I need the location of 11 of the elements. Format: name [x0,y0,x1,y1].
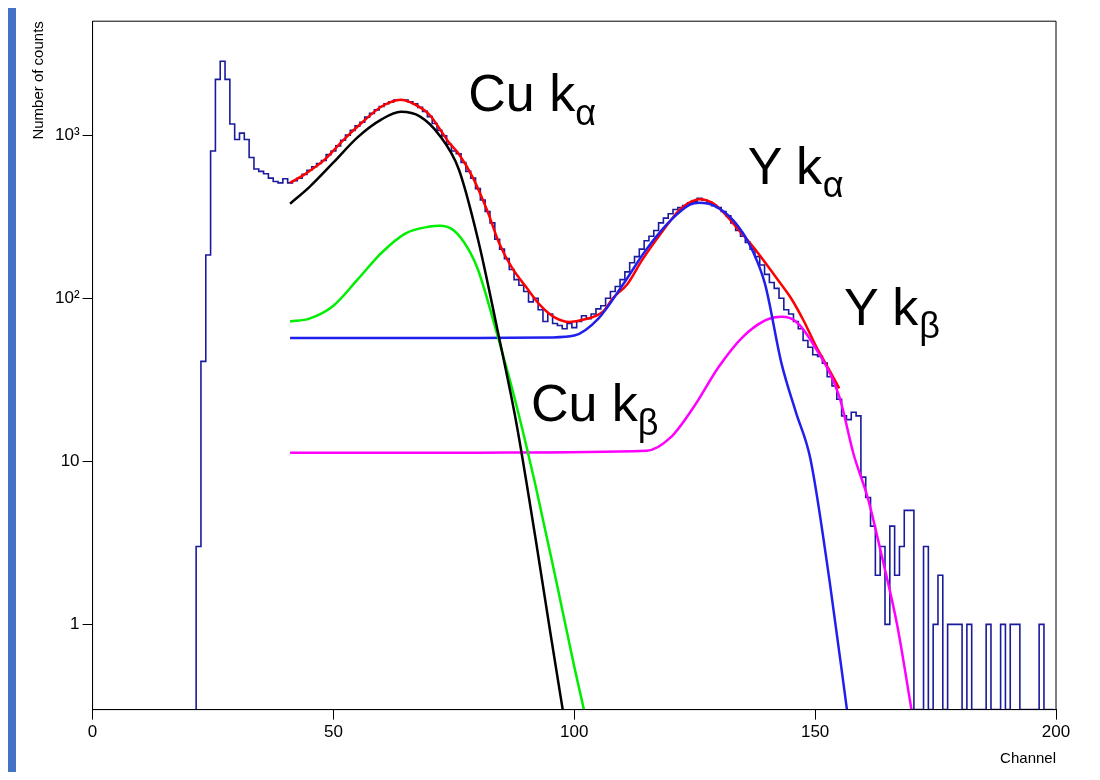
y-tick-label: 10 [60,450,80,470]
y-tick-label: 1 [70,614,80,634]
x-tick-label: 50 [323,722,343,742]
y-tick-label: 10² [54,287,80,307]
x-tick-label: 0 [87,722,98,742]
x-axis-title: Channel [1000,749,1056,767]
x-tick-label: 200 [1041,722,1071,742]
y-tick-label: 10³ [54,124,80,144]
x-tick-label: 100 [560,722,589,742]
y-axis-title: Number of counts [29,21,47,140]
x-tick-label: 150 [800,722,830,742]
